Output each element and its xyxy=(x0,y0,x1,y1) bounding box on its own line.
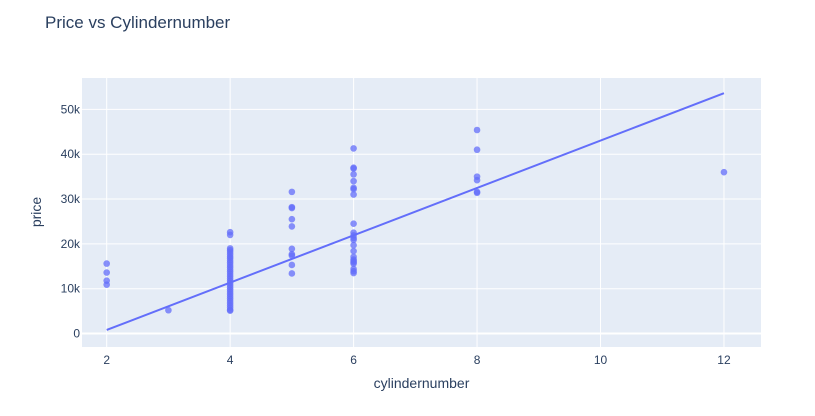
data-point xyxy=(226,307,234,314)
data-point xyxy=(350,220,357,228)
data-point xyxy=(165,306,172,314)
data-point xyxy=(350,145,357,152)
chart-title: Price vs Cylindernumber xyxy=(45,13,231,32)
data-point xyxy=(473,189,481,197)
data-point xyxy=(226,231,234,239)
x-axis-title: cylindernumber xyxy=(374,375,470,391)
x-tick-label: 10 xyxy=(594,353,608,367)
y-gridlines xyxy=(82,108,761,335)
trendline-path xyxy=(106,92,725,331)
data-point xyxy=(288,270,296,277)
data-point xyxy=(288,204,296,212)
data-point xyxy=(350,171,357,178)
data-point xyxy=(288,261,296,269)
y-axis-title: price xyxy=(28,197,44,228)
data-point xyxy=(350,177,357,185)
data-point xyxy=(288,223,296,230)
x-gridlines xyxy=(106,78,725,347)
data-point xyxy=(103,281,110,288)
x-tick-labels: 2 4 6 8 10 12 xyxy=(103,353,731,367)
data-point xyxy=(350,191,357,198)
x-tick-label: 12 xyxy=(717,353,731,367)
data-point xyxy=(350,241,357,249)
x-tick-label: 6 xyxy=(350,353,357,367)
data-point xyxy=(350,185,357,193)
data-point xyxy=(350,165,357,172)
data-point xyxy=(350,236,357,244)
y-tick-label: 50k xyxy=(61,102,81,116)
data-point xyxy=(473,126,481,134)
data-point xyxy=(350,247,357,255)
data-points xyxy=(103,126,728,314)
y-tick-label: 20k xyxy=(61,237,81,251)
data-point xyxy=(350,269,357,277)
y-tick-label: 40k xyxy=(61,147,81,161)
x-tick-label: 2 xyxy=(103,353,110,367)
y-tick-label: 30k xyxy=(61,192,81,206)
data-point xyxy=(103,260,110,267)
data-point xyxy=(473,176,481,184)
data-point xyxy=(103,269,110,276)
x-tick-label: 8 xyxy=(474,353,481,367)
y-tick-label: 0 xyxy=(73,327,80,341)
trendline xyxy=(106,92,725,331)
data-point xyxy=(288,252,296,259)
data-point xyxy=(473,146,481,154)
x-tick-label: 4 xyxy=(227,353,234,367)
y-tick-label: 10k xyxy=(61,282,81,296)
data-point xyxy=(288,215,296,223)
data-point xyxy=(350,260,357,267)
y-tick-labels: 0 10k 20k 30k 40k 50k xyxy=(61,102,81,340)
data-point xyxy=(288,245,296,253)
data-point xyxy=(720,168,728,176)
data-point xyxy=(288,188,296,196)
